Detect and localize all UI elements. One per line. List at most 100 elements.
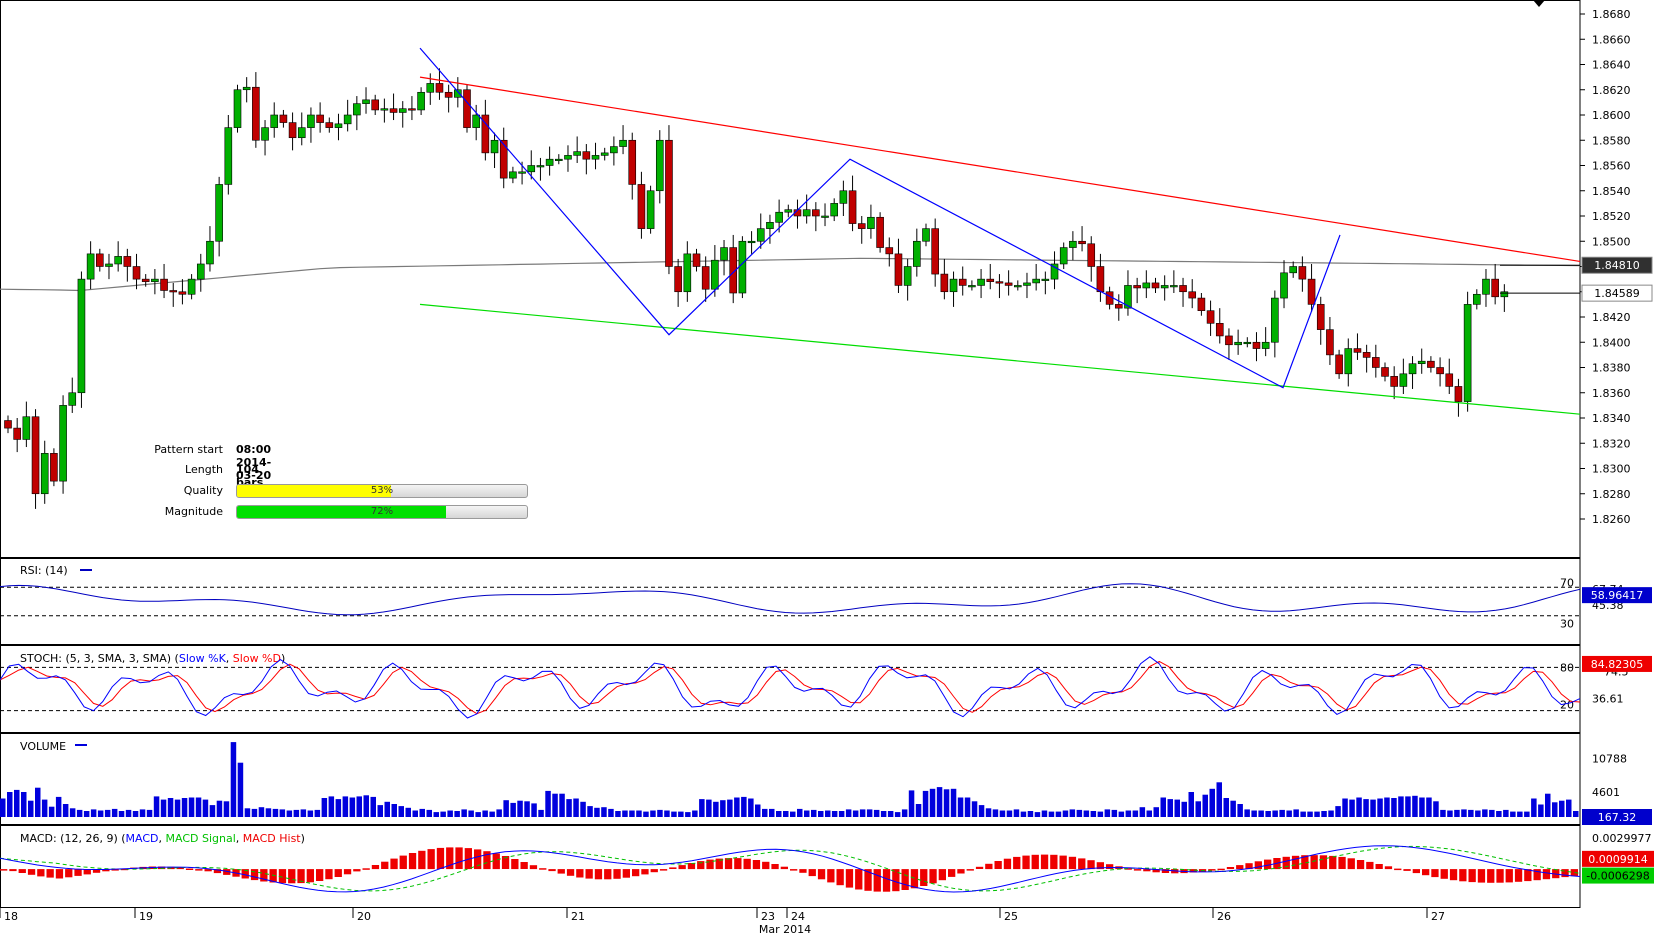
volume-bar (615, 811, 621, 817)
candle-body (1151, 282, 1160, 289)
volume-bar (643, 811, 649, 817)
volume-bar (1230, 800, 1236, 817)
volume-bar (818, 811, 824, 817)
candle-body (922, 228, 930, 242)
candle-body (665, 139, 673, 267)
rsi-value-box (1582, 587, 1652, 604)
macd-hist-bar (1477, 869, 1486, 883)
macd-hist-bar (399, 855, 407, 869)
macd-hist-bar (1533, 869, 1541, 881)
volume-bar (461, 809, 467, 817)
candle-body (949, 278, 958, 293)
price-y-tick-label: 1.8540 (1592, 185, 1631, 198)
macd-hist-bar (1394, 868, 1402, 871)
macd-hist-bar (752, 860, 761, 870)
volume-bar (852, 810, 859, 817)
volume-bar (1160, 797, 1166, 817)
volume-bar (349, 797, 356, 817)
candle-body (316, 114, 324, 123)
stoch-label-part: Slow %K (179, 652, 227, 665)
macd-hist-bar (27, 869, 36, 875)
volume-bar (1216, 782, 1222, 817)
quality-bar: 53% (236, 484, 528, 498)
volume-label: VOLUME (20, 740, 66, 753)
volume-bar (873, 809, 880, 817)
candle-body (738, 240, 747, 294)
candle-body (1078, 240, 1086, 245)
macd-hist-bar (0, 869, 8, 871)
macd-hist-bar (18, 869, 26, 873)
volume-bar (1181, 801, 1187, 817)
stoch-slow-k-line (0, 656, 1581, 719)
price-y-tick-label: 1.8640 (1592, 59, 1631, 72)
candle-body (1069, 240, 1077, 248)
volume-bar (531, 803, 537, 817)
volume-bar (1370, 799, 1376, 817)
volume-bar (915, 804, 922, 817)
volume-bar (552, 793, 558, 817)
macd-hist-bar (604, 869, 612, 880)
magnitude-label: Magnitude (164, 505, 223, 518)
candle-body (1298, 266, 1307, 280)
volume-bar (1552, 802, 1558, 817)
stoch-value: 84.82305 (1591, 658, 1644, 671)
x-month-label: Mar 2014 (759, 923, 811, 936)
macd-hist-bar (1570, 869, 1578, 877)
macd-hist-bar (46, 869, 54, 878)
candle-body (86, 253, 95, 280)
macd-hist-bar (288, 869, 296, 884)
stoch-label-part: ) (281, 652, 285, 665)
candle-body (573, 151, 581, 156)
volume-value-box (1582, 809, 1652, 825)
pattern-zigzag (419, 47, 1341, 389)
volume-bar (7, 792, 13, 817)
volume-bar (195, 797, 202, 817)
stoch-label-part: STOCH: (5, 3, SMA, 3, SMA) ( (20, 652, 179, 665)
volume-bar (887, 811, 894, 817)
macd-hist-bar (697, 861, 705, 870)
volume-bar (978, 805, 985, 817)
candle-body (490, 139, 499, 154)
volume-bar (286, 810, 293, 817)
volume-bar (559, 793, 565, 817)
macd-hist-bar (176, 867, 184, 870)
candle-body (96, 253, 104, 267)
macd-hist-bar (102, 869, 110, 872)
macd-hist-bar (771, 864, 779, 870)
volume-bar (258, 807, 265, 817)
macd-hist-bar (278, 869, 287, 884)
macd-hist-bar (334, 869, 342, 877)
candle-body (380, 108, 389, 111)
candle-body (867, 216, 875, 229)
macd-hist-bar (650, 869, 658, 873)
volume-bar (762, 808, 768, 817)
volume-bar (831, 811, 838, 817)
macd-hist-bar (817, 869, 826, 880)
volume-bar (971, 801, 978, 817)
volume-bar (279, 809, 286, 817)
volume-bar (901, 809, 908, 817)
volume-bar (992, 809, 999, 817)
candle-body (123, 256, 132, 267)
volume-bar (174, 799, 181, 817)
macd-hist-bar (975, 866, 984, 869)
volume-bar (223, 801, 230, 817)
macd-hist-bar (1050, 854, 1058, 869)
macd-hist-bar (92, 869, 101, 873)
stoch-label: STOCH: (5, 3, SMA, 3, SMA) (Slow %K, Slo… (20, 652, 285, 665)
candle-body (105, 263, 113, 267)
candle-body (1381, 367, 1389, 377)
volume-bar (76, 809, 83, 817)
macd-hist-bar (1468, 869, 1476, 883)
candle-body (564, 155, 572, 160)
volume-bar (1559, 800, 1565, 817)
volume-bar (132, 811, 139, 817)
macd-hist-bar (185, 868, 194, 870)
volume-bar (160, 799, 167, 817)
candle-body (1142, 282, 1151, 289)
candle-body (444, 91, 453, 98)
macd-hist-bar (882, 869, 891, 892)
volume-bar (419, 808, 425, 817)
volume-bar (41, 799, 48, 817)
